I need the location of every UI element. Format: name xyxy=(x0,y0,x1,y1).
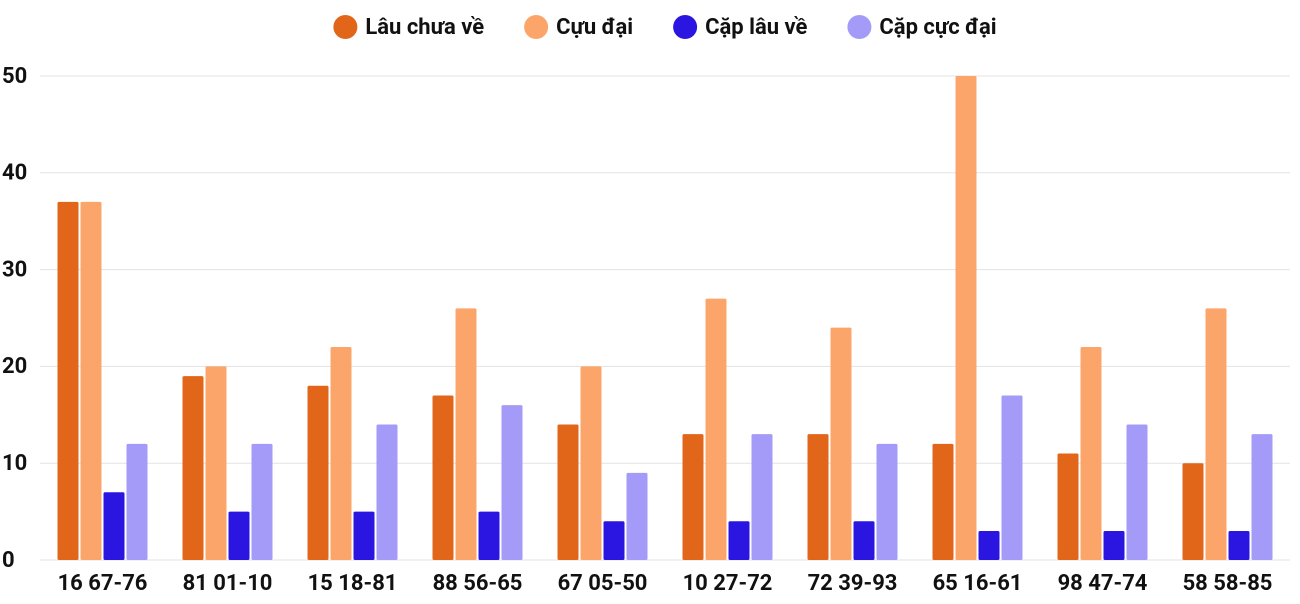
bar xyxy=(182,376,204,560)
legend-item: Cựu đại xyxy=(524,15,633,40)
x-tick-label: 15 18-81 xyxy=(308,571,398,596)
legend-swatch xyxy=(673,15,698,39)
bar xyxy=(932,443,954,560)
bar xyxy=(1228,530,1250,560)
y-tick-label: 20 xyxy=(2,354,27,379)
legend-label: Cựu đại xyxy=(556,15,633,40)
bar xyxy=(603,521,625,560)
x-tick-label: 16 67-76 xyxy=(58,571,148,596)
bar xyxy=(1103,530,1125,560)
bar xyxy=(751,434,773,560)
bar xyxy=(807,434,829,560)
x-tick-label: 88 56-65 xyxy=(433,571,523,596)
legend-item: Cặp cực đại xyxy=(847,15,997,40)
y-tick-label: 50 xyxy=(2,64,27,89)
bar xyxy=(432,395,454,560)
legend-swatch xyxy=(847,15,872,39)
bar xyxy=(57,201,79,560)
bar xyxy=(330,347,352,560)
bar xyxy=(682,434,704,560)
y-tick-label: 10 xyxy=(2,451,27,476)
legend-item: Lâu chưa về xyxy=(333,15,484,40)
bar xyxy=(1001,395,1023,560)
bar xyxy=(876,443,898,560)
bar xyxy=(80,201,102,560)
legend-item: Cặp lâu về xyxy=(673,15,808,40)
bar xyxy=(1251,434,1273,560)
legend-swatch xyxy=(333,15,358,39)
legend: Lâu chưa về Cựu đại Cặp lâu về Cặp cực đại xyxy=(333,15,997,40)
bar xyxy=(728,521,750,560)
bar xyxy=(557,424,579,560)
y-tick-label: 0 xyxy=(2,548,15,573)
bar xyxy=(626,472,648,560)
bar xyxy=(1057,453,1079,560)
x-tick-label: 67 05-50 xyxy=(558,571,648,596)
legend-label: Cặp cực đại xyxy=(879,15,996,40)
bar xyxy=(978,530,1000,560)
x-tick-label: 81 01-10 xyxy=(183,571,273,596)
x-tick-label: 58 58-85 xyxy=(1183,571,1273,596)
bar xyxy=(307,385,329,560)
bar xyxy=(580,366,602,560)
bar xyxy=(478,511,500,560)
bar xyxy=(1126,424,1148,560)
y-tick-label: 30 xyxy=(2,257,27,282)
bar xyxy=(955,76,977,560)
x-tick-label: 65 16-61 xyxy=(933,571,1023,596)
bar xyxy=(353,511,375,560)
bar xyxy=(103,492,125,560)
bar xyxy=(501,405,523,560)
bar xyxy=(376,424,398,560)
y-tick-label: 40 xyxy=(2,161,27,186)
bar xyxy=(853,521,875,560)
bar xyxy=(455,308,477,560)
x-tick-label: 98 47-74 xyxy=(1058,571,1148,596)
bar xyxy=(830,327,852,560)
legend-label: Lâu chưa về xyxy=(365,15,484,40)
legend-label: Cặp lâu về xyxy=(705,15,807,40)
bar xyxy=(1080,347,1102,560)
bar xyxy=(126,443,148,560)
bar xyxy=(1182,463,1204,560)
x-tick-label: 72 39-93 xyxy=(808,571,898,596)
bar xyxy=(228,511,250,560)
bar xyxy=(205,366,227,560)
legend-swatch xyxy=(524,15,549,39)
bar xyxy=(705,298,727,560)
bar xyxy=(1205,308,1227,560)
x-tick-label: 10 27-72 xyxy=(683,571,773,596)
bar xyxy=(251,443,273,560)
